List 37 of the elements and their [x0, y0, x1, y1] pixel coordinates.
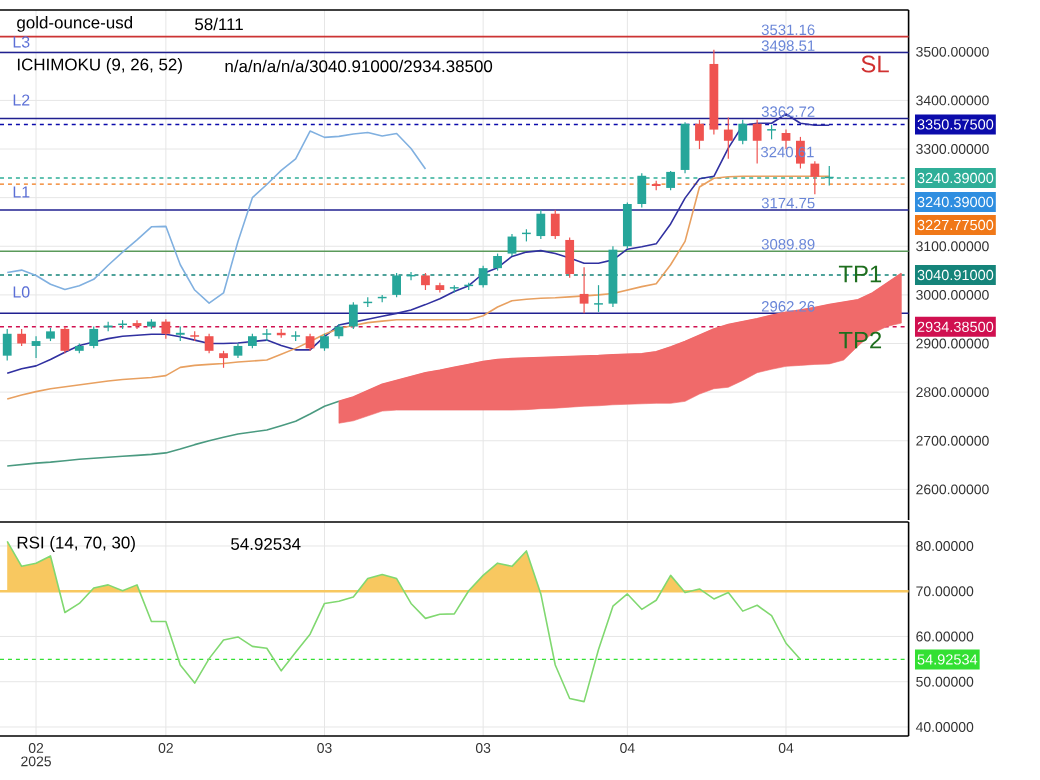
candlestick	[709, 49, 719, 136]
candlestick	[507, 233, 517, 257]
annotation: ICHIMOKU (9, 26, 52)	[17, 58, 182, 74]
candlestick	[565, 236, 575, 279]
annotation: SL	[861, 55, 889, 73]
line-series	[6, 130, 427, 304]
line-series	[6, 540, 802, 703]
candlestick	[810, 160, 820, 195]
line-series	[6, 113, 831, 374]
candlestick	[536, 209, 546, 240]
candlestick	[89, 325, 99, 349]
candlestick	[579, 266, 589, 314]
candlestick	[680, 121, 690, 174]
candlestick	[204, 333, 214, 354]
candlestick	[622, 201, 632, 250]
candlestick	[738, 119, 748, 145]
candlestick	[2, 328, 12, 362]
candlestick	[752, 119, 762, 165]
candlestick	[478, 265, 488, 289]
candlestick	[594, 284, 603, 313]
text: 54.92534	[231, 538, 301, 550]
candlestick	[161, 318, 171, 340]
chart-subtitle: 58/111	[195, 17, 243, 31]
candlestick	[60, 325, 70, 354]
text: RSI (14, 70, 30)	[17, 536, 135, 552]
candlestick	[132, 319, 142, 330]
candlestick	[723, 116, 733, 160]
candlestick	[392, 272, 402, 298]
candlestick	[348, 301, 358, 330]
candlestick	[608, 245, 618, 308]
candlestick	[31, 335, 41, 359]
chart-title: gold-ounce-usd	[17, 16, 133, 32]
annotation: n/a/n/a/n/a/3040.91000/2934.38500	[225, 59, 493, 73]
candlestick	[550, 209, 560, 240]
annotation: TP1	[838, 265, 882, 283]
candlestick	[781, 128, 791, 150]
candlestick	[695, 119, 704, 150]
